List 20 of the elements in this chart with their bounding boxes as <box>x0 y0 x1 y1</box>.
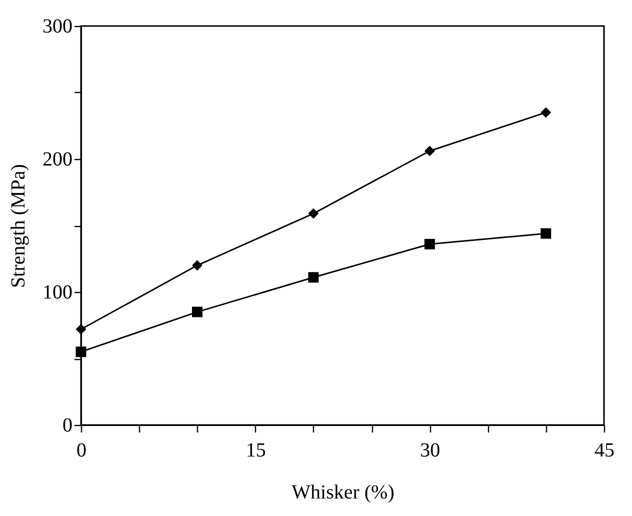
y-tick-label: 300 <box>42 16 72 38</box>
point <box>308 272 319 283</box>
y-tick-label: 0 <box>62 414 72 436</box>
x-axis-title: Whisker (%) <box>292 482 394 504</box>
point <box>540 107 552 118</box>
point <box>76 324 86 334</box>
y-tick-label: 200 <box>42 148 72 170</box>
x-tick-label: 0 <box>76 440 86 462</box>
y-axis-title: Strength (MPa) <box>8 164 30 288</box>
x-tick-label: 30 <box>420 440 440 462</box>
point <box>540 228 552 239</box>
point <box>76 346 86 358</box>
point <box>192 260 202 271</box>
y-tick-label: 100 <box>42 282 72 304</box>
point <box>424 146 435 156</box>
x-tick-label: 15 <box>246 440 266 462</box>
point <box>308 208 319 219</box>
point <box>192 306 202 318</box>
point <box>424 238 435 250</box>
x-tick-label: 45 <box>594 440 614 462</box>
